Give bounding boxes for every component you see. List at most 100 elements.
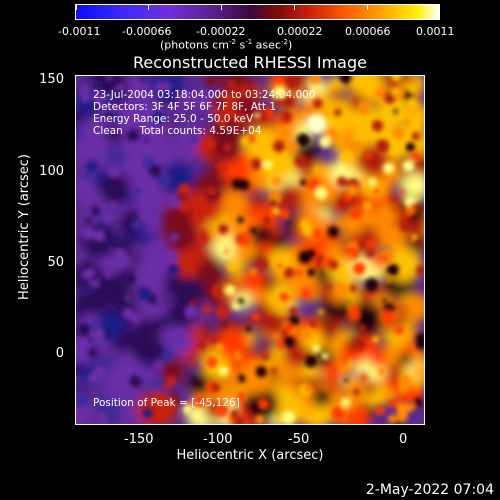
- heat-speck: [302, 87, 308, 93]
- heat-speck: [163, 398, 178, 413]
- heat-speck: [343, 156, 351, 164]
- heat-speck: [348, 398, 354, 405]
- heat-speck: [87, 347, 98, 358]
- heat-speck: [92, 91, 106, 105]
- heat-speck: [281, 94, 295, 108]
- heat-speck: [375, 405, 385, 415]
- heat-speck: [137, 91, 149, 102]
- heat-speck: [337, 198, 348, 210]
- heat-speck: [328, 386, 334, 392]
- heat-speck: [413, 398, 423, 408]
- heat-speck: [410, 152, 420, 162]
- colorbar-tick: [148, 5, 149, 10]
- heat-speck: [107, 412, 118, 422]
- colorbar-unit: (photons cm-2 s-1 asec-2): [160, 38, 293, 52]
- heat-speck: [115, 83, 124, 92]
- heat-speck: [157, 173, 172, 187]
- heat-speck: [198, 268, 209, 279]
- heat-speck: [185, 97, 191, 103]
- heat-speck: [338, 114, 346, 122]
- heat-speck: [228, 80, 236, 88]
- heat-speck: [307, 268, 316, 277]
- heat-blob: [99, 172, 131, 205]
- heat-speck: [295, 269, 303, 277]
- heat-speck: [139, 208, 153, 222]
- heat-speck: [237, 216, 244, 224]
- heat-speck: [358, 323, 367, 332]
- heat-speck: [250, 158, 263, 171]
- colorbar-tick-label: 0.00066: [345, 25, 391, 38]
- colorbar-tick-label: -0.0011: [58, 25, 101, 38]
- heat-speck: [394, 325, 404, 335]
- heat-speck: [118, 308, 124, 314]
- heat-speck: [95, 80, 104, 89]
- heat-speck: [223, 143, 232, 152]
- heat-speck: [257, 398, 270, 410]
- heat-speck: [105, 126, 111, 133]
- heat-speck: [353, 134, 360, 141]
- heat-speck: [166, 251, 178, 263]
- heat-blob: [217, 187, 248, 218]
- heat-speck: [76, 366, 82, 374]
- x-tick-label: 0: [399, 432, 408, 447]
- heat-speck: [215, 403, 229, 417]
- heat-blob: [158, 357, 185, 384]
- heat-speck: [237, 233, 251, 247]
- heat-speck: [307, 178, 320, 191]
- heat-blob: [76, 177, 97, 204]
- heat-speck: [352, 262, 366, 275]
- heat-speck: [261, 352, 269, 361]
- heat-speck: [392, 127, 405, 140]
- heat-speck: [189, 360, 196, 367]
- heat-speck: [216, 310, 223, 317]
- heat-speck: [283, 336, 295, 348]
- heat-speck: [100, 340, 108, 348]
- heat-speck: [102, 212, 113, 224]
- heat-blob: [235, 94, 259, 118]
- heat-speck: [289, 306, 298, 316]
- heat-speck: [182, 405, 192, 414]
- heat-blob: [319, 111, 343, 136]
- heat-speck: [399, 189, 405, 195]
- heat-speck: [112, 112, 120, 121]
- heat-speck: [300, 219, 311, 230]
- heat-speck: [384, 389, 391, 397]
- heat-blob: [275, 183, 303, 212]
- heat-blob: [118, 404, 134, 419]
- heat-speck: [277, 263, 283, 269]
- heat-speck: [398, 374, 411, 387]
- heat-speck: [300, 288, 311, 299]
- heat-speck: [208, 187, 216, 196]
- heat-speck: [245, 231, 251, 236]
- heat-speck: [382, 298, 387, 304]
- heat-speck: [393, 145, 400, 152]
- heat-speck: [217, 344, 224, 351]
- heat-speck: [386, 263, 399, 276]
- heat-speck: [353, 388, 360, 396]
- heat-speck: [317, 309, 324, 315]
- heat-speck: [288, 315, 300, 327]
- heat-speck: [242, 83, 250, 90]
- heat-blob: [363, 380, 378, 395]
- heat-speck: [258, 110, 268, 120]
- heat-blob: [322, 361, 343, 383]
- x-axis-label: Heliocentric X (arcsec): [176, 448, 324, 463]
- heat-speck: [86, 161, 98, 173]
- heat-speck: [308, 319, 317, 328]
- heat-speck: [90, 275, 98, 282]
- heat-blob: [405, 293, 424, 321]
- heat-blob: [126, 174, 150, 198]
- heat-blob: [241, 268, 269, 297]
- heat-speck: [407, 85, 415, 93]
- heat-speck: [232, 178, 243, 189]
- heat-speck: [381, 310, 396, 324]
- plot-title: Reconstructed RHESSI Image: [133, 53, 367, 72]
- heat-speck: [219, 319, 228, 328]
- heat-blob: [382, 126, 415, 159]
- heat-speck: [236, 297, 245, 306]
- heat-speck: [391, 88, 399, 96]
- heat-speck: [262, 159, 273, 170]
- heat-speck: [121, 373, 128, 380]
- heat-speck: [302, 159, 308, 164]
- heat-speck: [77, 311, 82, 316]
